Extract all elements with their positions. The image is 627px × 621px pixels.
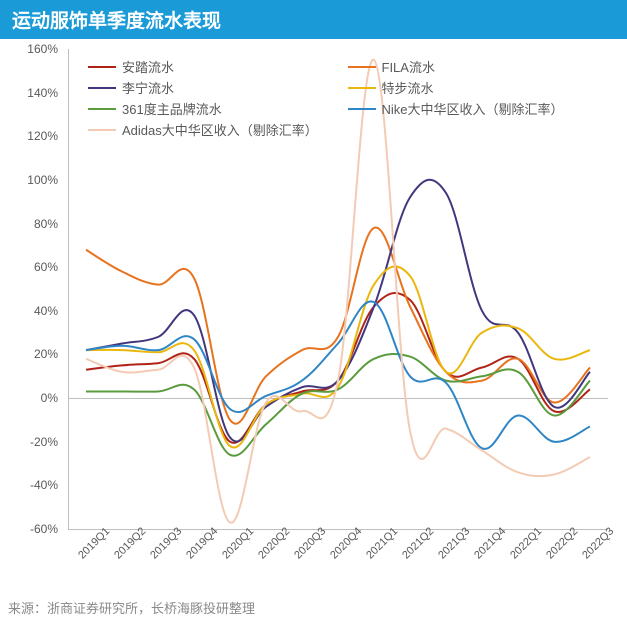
y-tick-label: 40% — [34, 304, 58, 318]
legend-item: 安踏流水 — [88, 57, 338, 76]
y-tick-label: 20% — [34, 347, 58, 361]
legend-label: 李宁流水 — [122, 78, 174, 97]
x-tick-label: 2019Q2 — [112, 525, 148, 561]
legend-item: 361度主品牌流水 — [88, 99, 338, 118]
x-tick-label: 2022Q3 — [580, 525, 616, 561]
y-tick-label: 0% — [41, 391, 58, 405]
legend-label: 特步流水 — [382, 78, 434, 97]
legend-swatch — [348, 87, 376, 89]
y-tick-label: 60% — [34, 260, 58, 274]
x-tick-label: 2021Q4 — [472, 525, 508, 561]
y-tick-label: -20% — [30, 435, 58, 449]
y-tick-label: 120% — [27, 129, 58, 143]
y-tick-label: 160% — [27, 42, 58, 56]
line-series — [86, 228, 590, 424]
legend-swatch — [88, 87, 116, 89]
legend-swatch — [88, 66, 116, 68]
x-tick-label: 2021Q3 — [436, 525, 472, 561]
legend-label: Adidas大中华区收入（剔除汇率） — [122, 120, 318, 139]
legend-label: 安踏流水 — [122, 57, 174, 76]
y-tick-label: 100% — [27, 173, 58, 187]
y-tick-label: 140% — [27, 86, 58, 100]
chart-title: 运动服饰单季度流水表现 — [0, 0, 627, 39]
x-tick-label: 2022Q2 — [544, 525, 580, 561]
legend: 安踏流水 FILA流水李宁流水 特步流水 361度主品牌流水 Nike大中华区收入（剔除… — [88, 57, 597, 139]
x-axis: 2019Q12019Q22019Q32019Q42020Q12020Q22020… — [68, 529, 608, 599]
legend-swatch — [88, 108, 116, 110]
x-tick-label: 2020Q4 — [328, 525, 364, 561]
legend-item: FILA流水 — [348, 57, 598, 76]
legend-swatch — [348, 108, 376, 110]
x-tick-label: 2020Q2 — [256, 525, 292, 561]
x-tick-label: 2020Q3 — [292, 525, 328, 561]
legend-label: Nike大中华区收入（剔除汇率） — [382, 99, 564, 118]
y-tick-label: -40% — [30, 478, 58, 492]
x-tick-label: 2021Q1 — [364, 525, 400, 561]
x-tick-label: 2019Q1 — [76, 525, 112, 561]
legend-item: 李宁流水 — [88, 78, 338, 97]
legend-swatch — [348, 66, 376, 68]
y-tick-label: -60% — [30, 522, 58, 536]
x-tick-label: 2021Q2 — [400, 525, 436, 561]
legend-item: Adidas大中华区收入（剔除汇率） — [88, 120, 338, 139]
legend-label: FILA流水 — [382, 57, 435, 76]
legend-swatch — [88, 129, 116, 131]
x-tick-label: 2019Q3 — [148, 525, 184, 561]
x-tick-label: 2020Q1 — [220, 525, 256, 561]
x-tick-label: 2022Q1 — [508, 525, 544, 561]
source-label: 来源：浙商证券研究所，长桥海豚投研整理 — [8, 598, 255, 617]
legend-item: 特步流水 — [348, 78, 598, 97]
line-series — [86, 180, 590, 442]
y-tick-label: 80% — [34, 217, 58, 231]
x-tick-label: 2019Q4 — [184, 525, 220, 561]
chart-container: -60% -40% -20% 0% 20% 40% 60% 80% 100% 120% 140% 16… — [0, 39, 627, 594]
legend-item: Nike大中华区收入（剔除汇率） — [348, 99, 598, 118]
legend-label: 361度主品牌流水 — [122, 99, 222, 118]
y-axis: -60%-40%-20%0%20%40%60%80%100%120%140%16… — [0, 49, 64, 529]
